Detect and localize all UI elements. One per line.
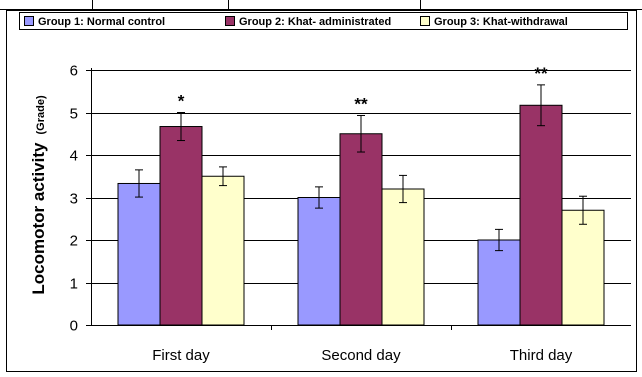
bar: [159, 126, 203, 326]
legend-swatch: [420, 16, 430, 26]
y-tick-label: 6: [70, 63, 78, 80]
y-tick-label: 0: [70, 318, 78, 335]
legend-label: Group 1: Normal control: [38, 16, 165, 28]
significance-marker: **: [354, 94, 368, 113]
bar: [561, 209, 605, 326]
legend-box: [19, 12, 628, 30]
bars: * ****: [117, 64, 605, 326]
y-tick-label: 3: [70, 191, 78, 208]
y-tick-label: 4: [70, 148, 78, 165]
axes: 0 1 2 3 4 5 6 First day Second day Third day: [70, 63, 631, 364]
bar: [201, 175, 245, 326]
y-axis-label-main: Locomotor activity: [29, 142, 48, 295]
y-tick-label: 2: [70, 233, 78, 250]
legend-label: Group 2: Khat- administrated: [239, 16, 391, 28]
legend-swatch: [24, 16, 34, 26]
y-tick-label: 5: [70, 106, 78, 123]
bar: [339, 133, 383, 326]
y-tick-label: 1: [70, 276, 78, 293]
legend: Group 1: Normal control Group 2: Khat- ad…: [19, 12, 628, 30]
y-axis-label-unit: (Grade): [35, 95, 47, 134]
legend-label: Group 3: Khat-withdrawal: [434, 16, 568, 28]
bar: [297, 197, 341, 326]
bar: [519, 104, 563, 326]
significance-marker: **: [534, 64, 548, 83]
bar: [477, 239, 521, 326]
x-tick-label: Third day: [510, 347, 573, 364]
legend-swatch: [225, 16, 235, 26]
significance-marker: *: [178, 92, 185, 111]
x-tick-label: Second day: [321, 347, 401, 364]
bar: [381, 188, 425, 326]
x-tick-label: First day: [152, 347, 210, 364]
y-axis-label: Locomotor activity (Grade): [29, 95, 48, 295]
bar: [117, 182, 161, 326]
